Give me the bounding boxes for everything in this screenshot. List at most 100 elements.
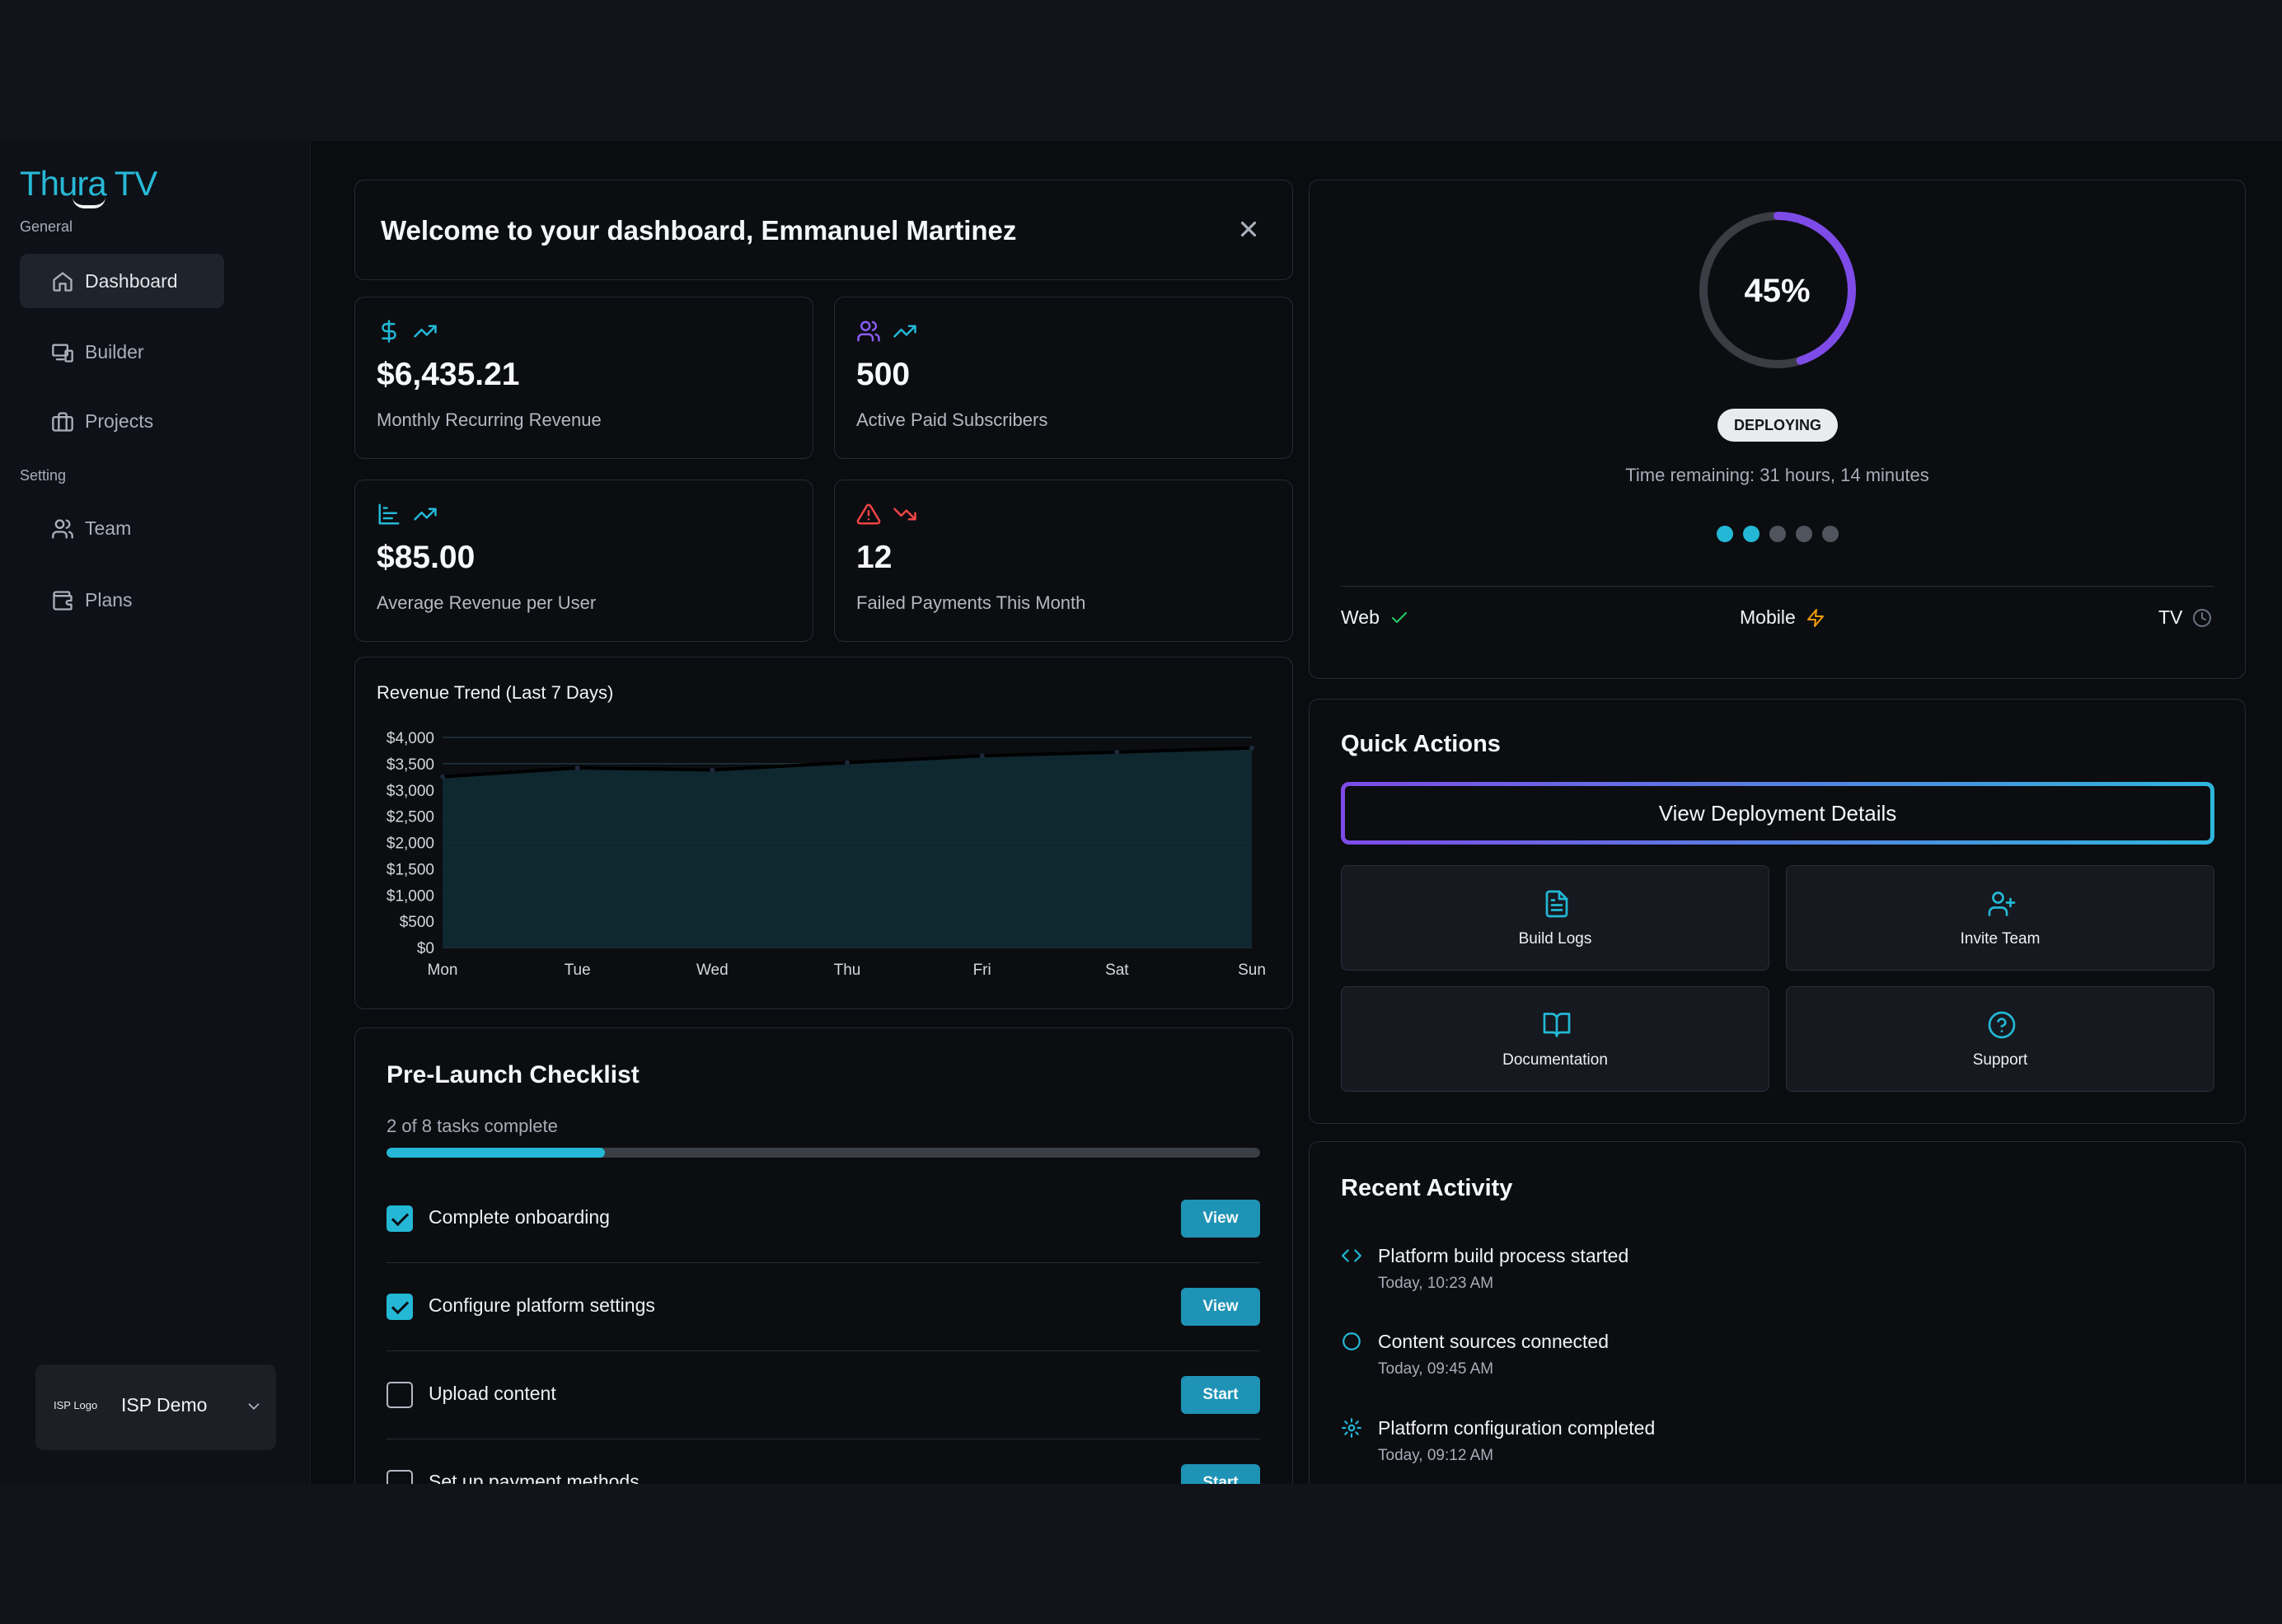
section-label-setting: Setting <box>20 467 67 484</box>
section-label-general: General <box>20 218 73 235</box>
checklist-action-button[interactable]: Start <box>1181 1464 1260 1484</box>
data-point <box>845 760 850 765</box>
users-icon <box>857 321 880 342</box>
trending-down-icon <box>893 508 916 521</box>
checklist-item-label: Configure platform settings <box>429 1294 655 1316</box>
help-circle-icon <box>1988 1011 2016 1039</box>
tile-label: Invite Team <box>1960 930 2041 948</box>
sidebar-item-team[interactable]: Team <box>20 501 224 555</box>
user-plus-icon <box>1988 892 2016 916</box>
checkbox[interactable] <box>387 1294 413 1320</box>
briefcase-icon <box>52 412 73 432</box>
step-dot[interactable] <box>1769 526 1786 542</box>
data-point <box>1114 749 1120 755</box>
stat-label: Failed Payments This Month <box>856 592 1086 613</box>
close-icon[interactable] <box>1236 217 1261 241</box>
support-button[interactable]: Support <box>1786 986 2214 1092</box>
stat-card-subscribers: 500 Active Paid Subscribers <box>834 297 1293 459</box>
checklist-item-label: Upload content <box>429 1383 556 1404</box>
checkbox[interactable] <box>387 1470 413 1484</box>
sidebar-item-plans[interactable]: Plans <box>20 573 224 627</box>
data-point <box>574 765 580 770</box>
activity-text: Platform build process started <box>1378 1245 1629 1266</box>
activity-text: Platform configuration completed <box>1378 1417 1656 1439</box>
tile-label: Build Logs <box>1518 930 1592 948</box>
app-window: Thura TV General Dashboard Builder Proje… <box>0 141 2282 1484</box>
step-dot[interactable] <box>1743 526 1760 542</box>
code-icon <box>1342 1249 1361 1262</box>
checkbox[interactable] <box>387 1382 413 1408</box>
checklist-item: Complete onboarding View <box>387 1175 1260 1263</box>
tile-label: Support <box>1972 1051 2028 1069</box>
activity-text: Content sources connected <box>1378 1331 1610 1352</box>
home-icon <box>53 272 73 292</box>
stat-card-failed-payments: 12 Failed Payments This Month <box>834 480 1293 642</box>
org-switcher[interactable]: ISP Logo ISP Demo <box>35 1364 276 1450</box>
x-tick-label: Sat <box>1105 962 1129 979</box>
step-dot[interactable] <box>1717 526 1733 542</box>
build-logs-button[interactable]: Build Logs <box>1341 865 1769 971</box>
stat-value: $6,435.21 <box>377 357 520 392</box>
sidebar: Thura TV General Dashboard Builder Proje… <box>0 141 311 1484</box>
stat-label: Average Revenue per User <box>377 592 597 613</box>
logo-smile-mark <box>73 197 105 208</box>
pre-launch-checklist: Pre-Launch Checklist 2 of 8 tasks comple… <box>354 1027 1293 1484</box>
users-icon <box>52 519 73 539</box>
dollar-icon <box>382 320 396 343</box>
sidebar-item-builder[interactable]: Builder <box>20 325 224 379</box>
welcome-banner: Welcome to your dashboard, Emmanuel Mart… <box>354 180 1293 280</box>
chevron-down-icon <box>248 1403 260 1410</box>
checklist-action-button[interactable]: View <box>1181 1200 1260 1238</box>
platform-web: Web <box>1341 606 1409 629</box>
platform-mobile: Mobile <box>1740 606 1825 629</box>
x-tick-label: Sun <box>1238 962 1266 979</box>
x-tick-label: Wed <box>696 962 729 979</box>
stat-value: $85.00 <box>377 540 476 575</box>
stat-value: 500 <box>856 357 911 392</box>
welcome-title: Welcome to your dashboard, Emmanuel Mart… <box>381 215 1017 246</box>
checklist-action-button[interactable]: Start <box>1181 1376 1260 1414</box>
status-badge: DEPLOYING <box>1717 409 1838 442</box>
alert-triangle-icon <box>856 503 881 525</box>
checklist-item: Upload content Start <box>387 1351 1260 1439</box>
stat-label: Active Paid Subscribers <box>856 410 1048 430</box>
devices-icon <box>52 344 73 363</box>
lightning-icon <box>1806 608 1824 627</box>
checklist-action-button[interactable]: View <box>1181 1288 1260 1326</box>
quick-actions-card: Quick Actions View Deployment Details Bu… <box>1309 699 2246 1124</box>
y-tick-label: $0 <box>417 940 434 957</box>
document-icon <box>1545 890 1568 918</box>
sidebar-item-label: Plans <box>85 588 133 611</box>
activity-time: Today, 10:23 AM <box>1378 1275 1494 1292</box>
deployment-percent: 45% <box>1744 273 1811 309</box>
time-remaining: Time remaining: 31 hours, 14 minutes <box>1625 465 1929 485</box>
view-deployment-details-button[interactable]: View Deployment Details <box>1341 782 2214 845</box>
documentation-button[interactable]: Documentation <box>1341 986 1769 1092</box>
activity-item: Platform build process started Today, 10… <box>1341 1245 2165 1294</box>
platform-name: TV <box>2158 606 2183 628</box>
chart-title: Revenue Trend (Last 7 Days) <box>377 682 614 703</box>
checklist-progress-fill <box>387 1148 605 1158</box>
divider <box>1341 586 2214 587</box>
stat-card-mrr: $6,435.21 Monthly Recurring Revenue <box>354 297 813 459</box>
step-dot[interactable] <box>1796 526 1812 542</box>
sidebar-item-dashboard[interactable]: Dashboard <box>20 254 224 308</box>
sidebar-item-projects[interactable]: Projects <box>20 394 224 448</box>
area-fill <box>443 747 1252 948</box>
activity-item: Content sources connected Today, 09:45 A… <box>1341 1331 2165 1380</box>
x-tick-label: Tue <box>565 962 591 979</box>
checklist-title: Pre-Launch Checklist <box>387 1061 640 1088</box>
book-icon <box>1543 1013 1571 1037</box>
tile-label: Documentation <box>1502 1051 1608 1069</box>
platform-name: Web <box>1341 606 1380 628</box>
checklist-item-label: Set up payment methods <box>429 1471 640 1484</box>
checkbox[interactable] <box>387 1205 413 1232</box>
checklist-item: Configure platform settings View <box>387 1263 1260 1351</box>
sidebar-item-label: Team <box>85 517 132 539</box>
y-tick-label: $2,500 <box>387 809 434 826</box>
trending-up-icon <box>893 325 916 338</box>
invite-team-button[interactable]: Invite Team <box>1786 865 2214 971</box>
sidebar-item-label: Dashboard <box>85 269 178 292</box>
step-dot[interactable] <box>1822 526 1839 542</box>
y-tick-label: $1,000 <box>387 887 434 905</box>
